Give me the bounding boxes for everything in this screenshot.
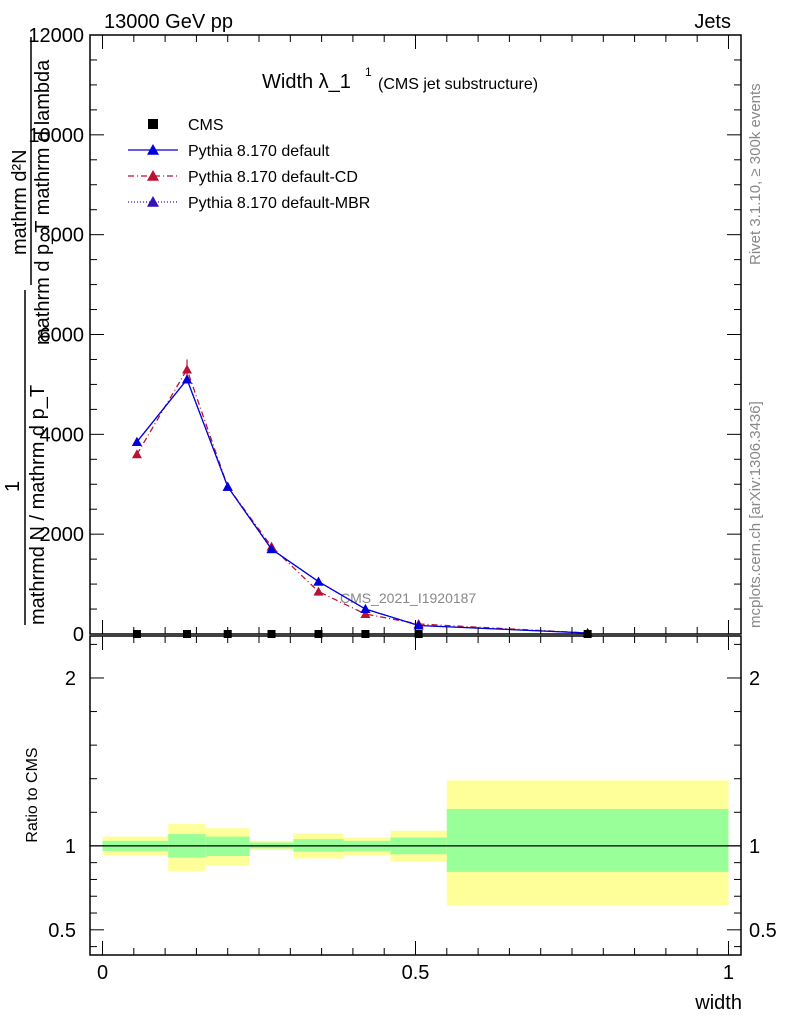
series-marker-1 (131, 436, 142, 446)
ylabel-top-denominator: mathrm d p_T mathrm d lambda (32, 59, 54, 345)
series-marker-2 (182, 364, 193, 374)
legend: CMS Pythia 8.170 default Pythia 8.170 defa… (128, 117, 370, 212)
series-marker-1 (313, 576, 324, 586)
series-marker-2 (313, 586, 324, 596)
main-y-tick-label: 0 (73, 624, 84, 646)
series-line-1 (136, 378, 588, 634)
rivet-label: Rivet 3.1.10, ≥ 300k events (747, 83, 764, 265)
x-tick-label: 1 (723, 962, 734, 984)
header-right: Jets (694, 11, 731, 33)
ratio-y-axis-label: Ratio to CMS (24, 747, 41, 842)
legend-marker (147, 144, 159, 155)
ratio-y-tick-label: 2 (65, 668, 76, 690)
main-y-tick-label: 12000 (28, 25, 84, 47)
main-y-tick-label: 8000 (40, 225, 85, 247)
mcplots-label: mcplots.cern.ch [arXiv:1306.3436] (747, 401, 764, 628)
legend-entry: CMS (148, 117, 224, 134)
title-superscript: 1 (365, 65, 372, 79)
main-y-axis-label: mathrm d²N mathrm d p_T mathrm d lambda … (2, 37, 54, 625)
legend-entry: Pythia 8.170 default-CD (128, 169, 358, 186)
main-y-tick-label: 6000 (40, 325, 85, 347)
series-marker-1 (222, 481, 233, 491)
legend-marker (147, 170, 159, 181)
axes-layer: 0 0.5 1 0 2000 4000 6000 8000 10000 12000 0.5 0.5 1 1… (28, 25, 776, 984)
main-y-tick-label: 10000 (28, 125, 84, 147)
series-marker-2 (131, 449, 142, 459)
series-marker-1 (266, 544, 277, 554)
header-left: 13000 GeV pp (104, 11, 233, 33)
ratio-y-tick-label-right: 2 (749, 668, 760, 690)
legend-entry: Pythia 8.170 default (128, 143, 330, 160)
series-marker-1 (360, 604, 371, 614)
legend-label: Pythia 8.170 default (188, 143, 330, 160)
legend-label: CMS (188, 117, 224, 134)
legend-marker (148, 119, 158, 129)
x-axis-label: width (694, 992, 742, 1014)
main-y-tick-label: 2000 (40, 524, 85, 546)
main-y-tick-label: 4000 (40, 424, 85, 446)
ylabel-top-numerator: mathrm d²N (9, 149, 31, 255)
x-tick-label: 0.5 (402, 962, 430, 984)
ratio-band-green (446, 808, 729, 872)
ylabel-one: 1 (2, 481, 24, 492)
legend-entry: Pythia 8.170 default-MBR (128, 195, 370, 212)
legend-label: Pythia 8.170 default-MBR (188, 195, 370, 212)
ratio-y-tick-label-right: 0.5 (749, 920, 777, 942)
ylabel-bottom: mathrmd N / mathrm d p_T (27, 385, 49, 625)
x-tick-label: 0 (97, 962, 108, 984)
legend-marker (147, 196, 159, 207)
ratio-y-tick-label-right: 1 (749, 836, 760, 858)
analysis-watermark: CMS_2021_I1920187 (340, 590, 476, 606)
ratio-bands (102, 780, 729, 906)
title-subtitle: (CMS jet substructure) (378, 76, 538, 93)
chart-title: Width λ_1 1 (CMS jet substructure) (262, 65, 538, 93)
series-marker-1 (182, 374, 193, 384)
ratio-y-tick-label: 0.5 (48, 920, 76, 942)
series-marker-2 (360, 609, 371, 619)
ratio-y-tick-label: 1 (65, 836, 76, 858)
series-marker-1 (413, 620, 424, 630)
legend-label: Pythia 8.170 default-CD (188, 169, 358, 186)
title-main: Width λ_1 (262, 71, 351, 93)
